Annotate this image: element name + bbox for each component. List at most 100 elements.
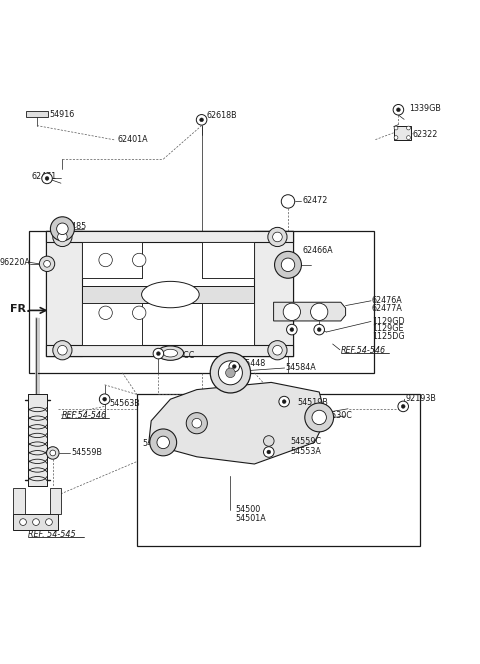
Circle shape — [153, 349, 164, 359]
Text: 54916: 54916 — [49, 110, 74, 119]
Circle shape — [401, 404, 405, 408]
Circle shape — [53, 227, 72, 246]
Circle shape — [192, 418, 202, 428]
Polygon shape — [46, 231, 293, 242]
Circle shape — [314, 324, 324, 335]
Circle shape — [407, 126, 410, 130]
Circle shape — [398, 401, 408, 412]
Polygon shape — [13, 488, 25, 515]
Circle shape — [267, 450, 271, 454]
Text: 54563B: 54563B — [109, 398, 140, 408]
Polygon shape — [13, 515, 58, 530]
Circle shape — [396, 108, 400, 112]
Circle shape — [45, 177, 49, 181]
Circle shape — [99, 394, 110, 404]
Circle shape — [232, 365, 236, 369]
Circle shape — [150, 429, 177, 456]
Circle shape — [305, 403, 334, 432]
Polygon shape — [28, 394, 47, 485]
Text: 54530C: 54530C — [322, 411, 352, 420]
Circle shape — [229, 361, 240, 372]
Text: 62477A: 62477A — [372, 305, 403, 313]
Bar — [29, 231, 374, 373]
Text: 54559C: 54559C — [290, 437, 322, 446]
Text: 1339GB: 1339GB — [409, 104, 441, 113]
Polygon shape — [50, 488, 61, 515]
Text: 62485: 62485 — [61, 222, 87, 231]
Circle shape — [58, 345, 67, 355]
Polygon shape — [82, 286, 254, 303]
Text: 54559B: 54559B — [71, 448, 102, 457]
Circle shape — [53, 341, 72, 360]
Circle shape — [394, 135, 398, 139]
Circle shape — [156, 352, 160, 355]
Circle shape — [50, 217, 74, 241]
Circle shape — [186, 412, 207, 434]
Circle shape — [39, 256, 55, 272]
Circle shape — [394, 126, 398, 130]
Text: 62476A: 62476A — [372, 296, 403, 305]
Circle shape — [47, 447, 59, 459]
Circle shape — [281, 258, 295, 272]
Text: 54501A: 54501A — [235, 514, 266, 523]
Circle shape — [279, 396, 289, 407]
Circle shape — [317, 327, 321, 331]
Text: 92193B: 92193B — [406, 394, 436, 403]
Text: 62401A: 62401A — [118, 135, 148, 145]
Polygon shape — [82, 242, 142, 278]
Circle shape — [283, 303, 300, 321]
Circle shape — [264, 447, 274, 457]
Circle shape — [50, 450, 56, 456]
Circle shape — [407, 135, 410, 139]
Text: 62472: 62472 — [302, 197, 328, 205]
Text: 1129GD: 1129GD — [372, 317, 405, 326]
Circle shape — [268, 227, 287, 246]
Text: 57791B: 57791B — [90, 319, 121, 328]
Circle shape — [99, 253, 112, 267]
Circle shape — [132, 253, 146, 267]
Text: REF.54-546: REF.54-546 — [61, 410, 107, 420]
Polygon shape — [26, 111, 48, 117]
Ellipse shape — [157, 346, 183, 361]
Circle shape — [312, 410, 326, 425]
Text: 54553A: 54553A — [290, 446, 321, 456]
Circle shape — [268, 341, 287, 360]
Circle shape — [226, 368, 235, 378]
Circle shape — [157, 436, 169, 449]
Text: REF.54-546: REF.54-546 — [341, 346, 386, 355]
Circle shape — [103, 397, 107, 401]
Circle shape — [210, 353, 251, 393]
Circle shape — [42, 173, 52, 184]
Circle shape — [393, 104, 404, 115]
Circle shape — [264, 436, 274, 446]
Circle shape — [287, 324, 297, 335]
Text: 54584A: 54584A — [286, 363, 316, 372]
Polygon shape — [394, 125, 411, 140]
Polygon shape — [274, 302, 346, 321]
Text: 54519B: 54519B — [298, 398, 328, 407]
Circle shape — [46, 519, 52, 525]
Polygon shape — [149, 382, 326, 464]
Polygon shape — [202, 242, 254, 278]
Circle shape — [218, 361, 242, 385]
Circle shape — [132, 306, 146, 319]
Polygon shape — [254, 231, 293, 356]
Circle shape — [290, 327, 294, 331]
Text: 62322: 62322 — [413, 129, 438, 139]
Polygon shape — [46, 345, 293, 356]
Circle shape — [57, 223, 68, 234]
Circle shape — [20, 519, 26, 525]
Text: 1125DG: 1125DG — [372, 332, 405, 341]
Text: 55448: 55448 — [240, 359, 265, 368]
Text: 62466A: 62466A — [302, 246, 333, 255]
Circle shape — [281, 195, 295, 208]
Circle shape — [311, 303, 328, 321]
Text: 62618B: 62618B — [206, 112, 237, 120]
Polygon shape — [202, 303, 254, 345]
Text: 54551D: 54551D — [142, 439, 174, 448]
Circle shape — [275, 252, 301, 278]
Circle shape — [273, 345, 282, 355]
Circle shape — [44, 260, 50, 267]
Ellipse shape — [163, 349, 178, 357]
Circle shape — [58, 232, 67, 242]
